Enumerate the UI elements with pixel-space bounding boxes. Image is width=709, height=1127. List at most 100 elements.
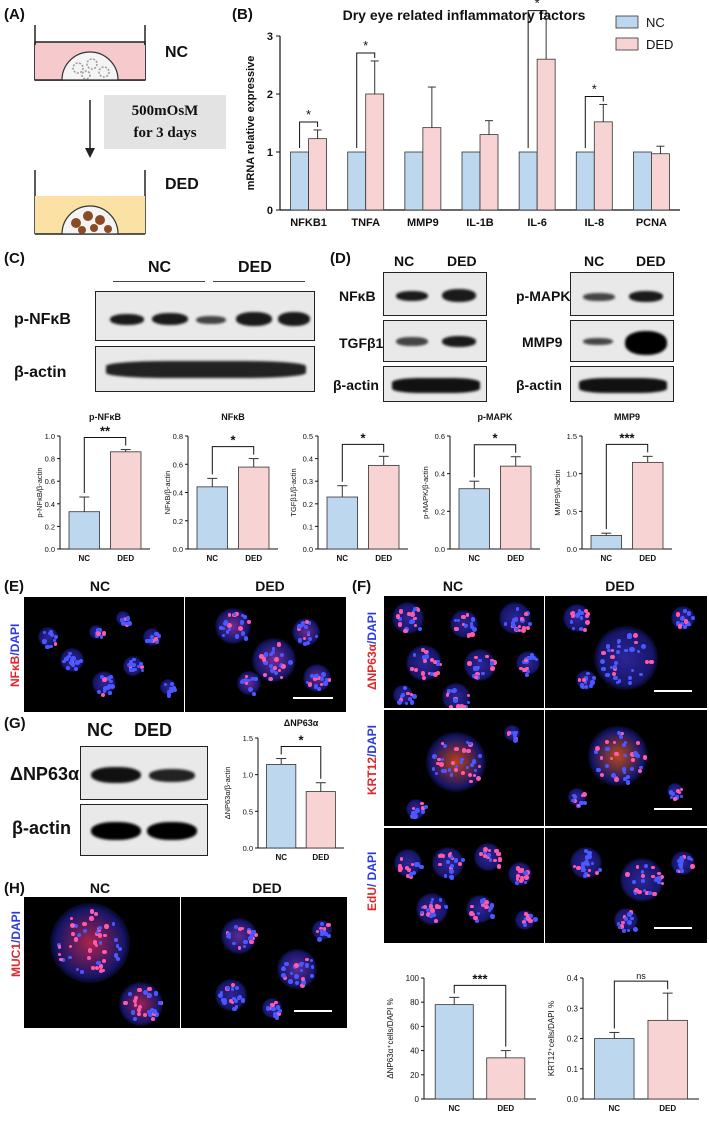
x-tick-label: DED <box>245 554 262 563</box>
scale-bar <box>654 927 692 929</box>
scale-bar <box>654 808 692 810</box>
bar <box>238 466 270 550</box>
blot-c-ded: DED <box>238 259 272 276</box>
micrograph-f-krt12-nc <box>384 710 544 826</box>
x-tick-label: DED <box>312 853 329 862</box>
significance-bracket <box>356 52 376 148</box>
bar <box>308 138 327 211</box>
blot-d-nc1: NC <box>394 253 415 269</box>
significance-mark: * <box>592 81 597 96</box>
legend-label: DED <box>646 37 673 52</box>
y-tick-label: 0 <box>267 205 273 217</box>
y-axis-label: MMP9/β-actin <box>553 469 562 515</box>
blot-g-row1: ΔNP63α <box>10 764 80 784</box>
f-stain-label: ΔNP63α/DAPI <box>365 611 379 690</box>
y-axis-label: ΔNP63α⁺cells/DAPI % <box>386 998 395 1078</box>
y-tick-label: 1.5 <box>567 432 577 441</box>
y-tick-label: 40 <box>410 1047 419 1056</box>
divider <box>213 281 305 282</box>
e-stain-label: NFκB/DAPI <box>8 623 22 687</box>
y-tick-label: 0.4 <box>567 974 579 983</box>
y-tick-label: 1.0 <box>567 470 577 479</box>
y-tick-label: 0.4 <box>435 470 445 479</box>
blot-d-row: NFκB <box>339 288 376 304</box>
significance-mark: *** <box>619 430 635 445</box>
y-tick-label: 0.2 <box>435 507 445 516</box>
y-tick-label: 1.0 <box>243 771 253 780</box>
significance-bracket <box>473 444 517 478</box>
bar <box>196 486 229 550</box>
significance-mark: * <box>230 433 236 448</box>
panel-label-c: (C) <box>4 250 25 267</box>
significance-bracket <box>280 746 322 779</box>
x-tick-label: IL-1B <box>466 217 494 229</box>
x-tick-label: TNFA <box>351 217 380 229</box>
chart-title: p-MAPK <box>478 412 513 422</box>
blot-c-pnfkb <box>95 291 315 341</box>
bar <box>434 1004 474 1100</box>
blot-g-nc: NC <box>87 720 113 740</box>
y-axis-label: mRNA relative expressive <box>245 56 257 191</box>
bar <box>365 93 385 211</box>
significance-bracket <box>613 980 669 1029</box>
y-tick-label: 1.5 <box>243 734 253 743</box>
legend-swatch <box>615 37 639 51</box>
chart-b: Dry eye related inflammatory factors mRNA… <box>245 0 680 229</box>
panel-label-a: (A) <box>4 6 25 23</box>
e-ded: DED <box>255 578 285 594</box>
chart-f1: ΔNP63α⁺cells/DAPI % 0 20 40 60 80 100 NC DED *** <box>386 971 536 1113</box>
y-tick-label: 2 <box>267 89 273 101</box>
blot-d-actin2 <box>570 366 674 402</box>
micrograph-e-nc <box>24 597 184 712</box>
blot-c-row2: β-actin <box>14 364 67 381</box>
panel-label-e: (E) <box>4 578 24 595</box>
bar <box>500 465 532 550</box>
significance-bracket <box>211 446 255 475</box>
chart-title: NFκB <box>221 412 245 422</box>
y-tick-label: 0.0 <box>567 545 577 554</box>
bar <box>518 151 538 211</box>
bar <box>575 151 595 211</box>
y-axis-label: p-MAPK/β-actin <box>421 466 430 519</box>
blot-c-actin <box>95 346 315 392</box>
chart-title: Dry eye related inflammatory factors <box>343 7 586 23</box>
bar <box>647 1019 688 1100</box>
bar <box>290 151 309 211</box>
chart-c2: NFκB NFκB/β-actin 0.0 0.2 0.4 0.6 0.8 NC DED * <box>163 412 278 563</box>
significance-bracket <box>299 121 319 148</box>
panel-label-f: (F) <box>352 578 372 595</box>
chart-g: ΔNP63α ΔNP63α/β-actin 0.0 0.5 1.0 1.5 NC DED * <box>223 718 344 862</box>
chart-f2: KRT12⁺cells/DAPI % 0.0 0.1 0.2 0.3 0.4 NC DED ns <box>547 971 699 1113</box>
e-nc: NC <box>89 578 111 594</box>
significance-bracket <box>83 437 127 494</box>
f-ded: DED <box>605 578 635 594</box>
f-stain-label: EdU/ DAPI <box>365 851 379 911</box>
blot-d-row: β-actin <box>333 377 379 393</box>
y-tick-label: 0.0 <box>173 545 183 554</box>
x-tick-label: NC <box>448 1104 460 1113</box>
panel-label-b: (B) <box>232 6 253 23</box>
treatment-box: 500mOsM for 3 days <box>104 95 226 149</box>
bar <box>593 121 613 211</box>
x-tick-label: NC <box>601 554 613 563</box>
significance-bracket <box>605 443 649 530</box>
bar <box>305 791 336 849</box>
blot-d-mmp9 <box>570 320 674 362</box>
y-tick-label: 0.0 <box>435 545 445 554</box>
x-tick-label: IL-6 <box>527 217 547 229</box>
blot-d-ded2: DED <box>636 253 666 269</box>
significance-mark: ns <box>636 971 646 981</box>
blot-d-row: TGFβ1 <box>339 335 384 351</box>
significance-mark: * <box>363 38 368 53</box>
bar <box>110 451 142 550</box>
chart-d1: TGFβ1/β-actin 0.0 0.1 0.2 0.3 0.4 0.5 NC DED * <box>289 430 408 563</box>
blot-g-ded: DED <box>134 720 173 740</box>
f-nc: NC <box>442 578 464 594</box>
bar <box>368 464 400 550</box>
bar <box>536 58 556 211</box>
bar <box>461 151 481 211</box>
chart-title: p-NFκB <box>89 412 122 422</box>
y-tick-label: 0.4 <box>45 500 55 509</box>
y-tick-label: 0.2 <box>567 1035 579 1044</box>
y-tick-label: 0.8 <box>45 455 55 464</box>
